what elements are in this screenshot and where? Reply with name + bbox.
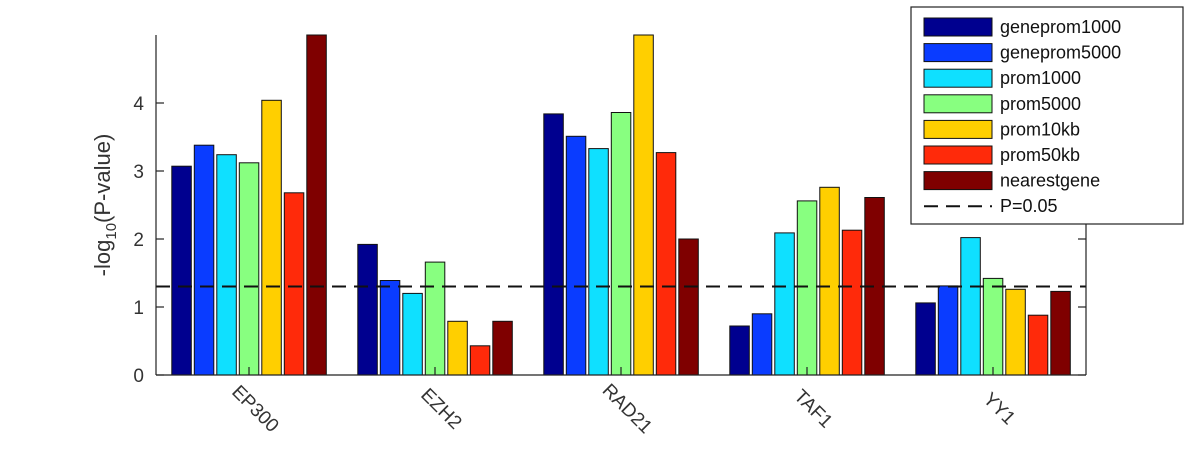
legend-label-geneprom5000: geneprom5000	[1000, 43, 1121, 63]
legend-swatch-geneprom5000	[923, 43, 993, 63]
bar-taf1-geneprom1000	[729, 325, 750, 376]
legend-label-prom50kb: prom50kb	[1000, 145, 1080, 165]
bar-yy1-prom5000	[982, 277, 1004, 376]
bar-ezh2-nearestgene	[492, 320, 513, 376]
bar-ep300-prom1000	[216, 154, 237, 376]
y-tick-label: 0	[133, 366, 144, 387]
bar-ezh2-prom1000	[402, 292, 423, 376]
bar-ezh2-geneprom5000	[379, 280, 401, 376]
bars-group	[171, 34, 1071, 376]
bar-rad21-prom50kb	[655, 152, 677, 376]
bar-rad21-nearestgene	[678, 238, 699, 376]
x-tick-label-rad21: RAD21	[598, 380, 656, 438]
legend-label-geneprom1000: geneprom1000	[1000, 17, 1121, 37]
legend-swatch-geneprom1000	[923, 17, 993, 37]
bar-rad21-prom10kb	[633, 34, 654, 376]
legend-swatch-prom1000	[923, 68, 993, 88]
x-tick-label-ezh2: EZH2	[416, 385, 465, 434]
bar-yy1-nearestgene	[1050, 290, 1071, 376]
legend-label-prom1000: prom1000	[1000, 68, 1081, 88]
bar-ezh2-prom5000	[424, 261, 446, 376]
x-tick-label-yy1: YY1	[979, 389, 1019, 429]
bar-ezh2-prom10kb	[447, 320, 468, 376]
bar-rad21-prom5000	[610, 112, 632, 376]
legend-label-prom10kb: prom10kb	[1000, 119, 1080, 139]
bar-taf1-prom5000	[796, 200, 818, 376]
y-axis-title-main: -log	[90, 240, 115, 277]
legend-swatch-nearestgene	[923, 171, 993, 191]
bar-yy1-prom1000	[960, 237, 981, 376]
bar-ep300-prom50kb	[283, 192, 305, 376]
legend-swatch-prom10kb	[923, 119, 993, 139]
y-axis-title-sub: 10	[103, 223, 120, 240]
legend-swatch-prom50kb	[923, 145, 993, 165]
bar-taf1-prom1000	[774, 232, 795, 376]
bar-taf1-geneprom5000	[751, 313, 773, 376]
bar-ep300-geneprom1000	[171, 165, 192, 376]
bar-rad21-geneprom5000	[565, 135, 587, 376]
bar-ep300-prom5000	[238, 162, 260, 376]
bar-rad21-prom1000	[588, 148, 609, 376]
y-tick-label: 2	[133, 230, 144, 251]
y-tick-label: 4	[133, 94, 144, 115]
bar-yy1-prom10kb	[1005, 288, 1026, 376]
y-axis-title: -log10(P-value)	[90, 134, 120, 277]
legend-swatch-prom5000	[923, 94, 993, 114]
y-axis-title-rest: (P-value)	[90, 134, 115, 223]
x-labels-group: EP300 EZH2 RAD21 TAF1 YY1	[227, 367, 1019, 438]
bar-ezh2-geneprom1000	[357, 243, 378, 376]
bar-taf1-prom10kb	[819, 186, 840, 376]
bar-taf1-prom50kb	[841, 229, 863, 376]
x-tick-label-ep300: EP300	[227, 382, 282, 437]
legend-label-prom5000: prom5000	[1000, 94, 1081, 114]
bar-ep300-geneprom5000	[193, 144, 215, 376]
bar-ep300-nearestgene	[306, 34, 327, 376]
bar-ep300-prom10kb	[261, 99, 282, 376]
bar-ezh2-prom50kb	[469, 345, 491, 376]
bar-yy1-geneprom5000	[937, 285, 959, 376]
y-tick-label: 3	[133, 162, 144, 183]
x-tick-label-taf1: TAF1	[790, 386, 837, 433]
y-tick-label: 1	[133, 298, 144, 319]
bar-rad21-geneprom1000	[543, 113, 564, 376]
bar-yy1-prom50kb	[1027, 314, 1049, 376]
legend-label-reference-line: P=0.05	[1000, 196, 1058, 216]
legend-label-nearestgene: nearestgene	[1000, 171, 1100, 191]
bar-yy1-geneprom1000	[915, 302, 936, 376]
legend: geneprom1000 geneprom5000 prom1000 prom5000…	[910, 6, 1184, 225]
legend-box	[910, 6, 1184, 225]
